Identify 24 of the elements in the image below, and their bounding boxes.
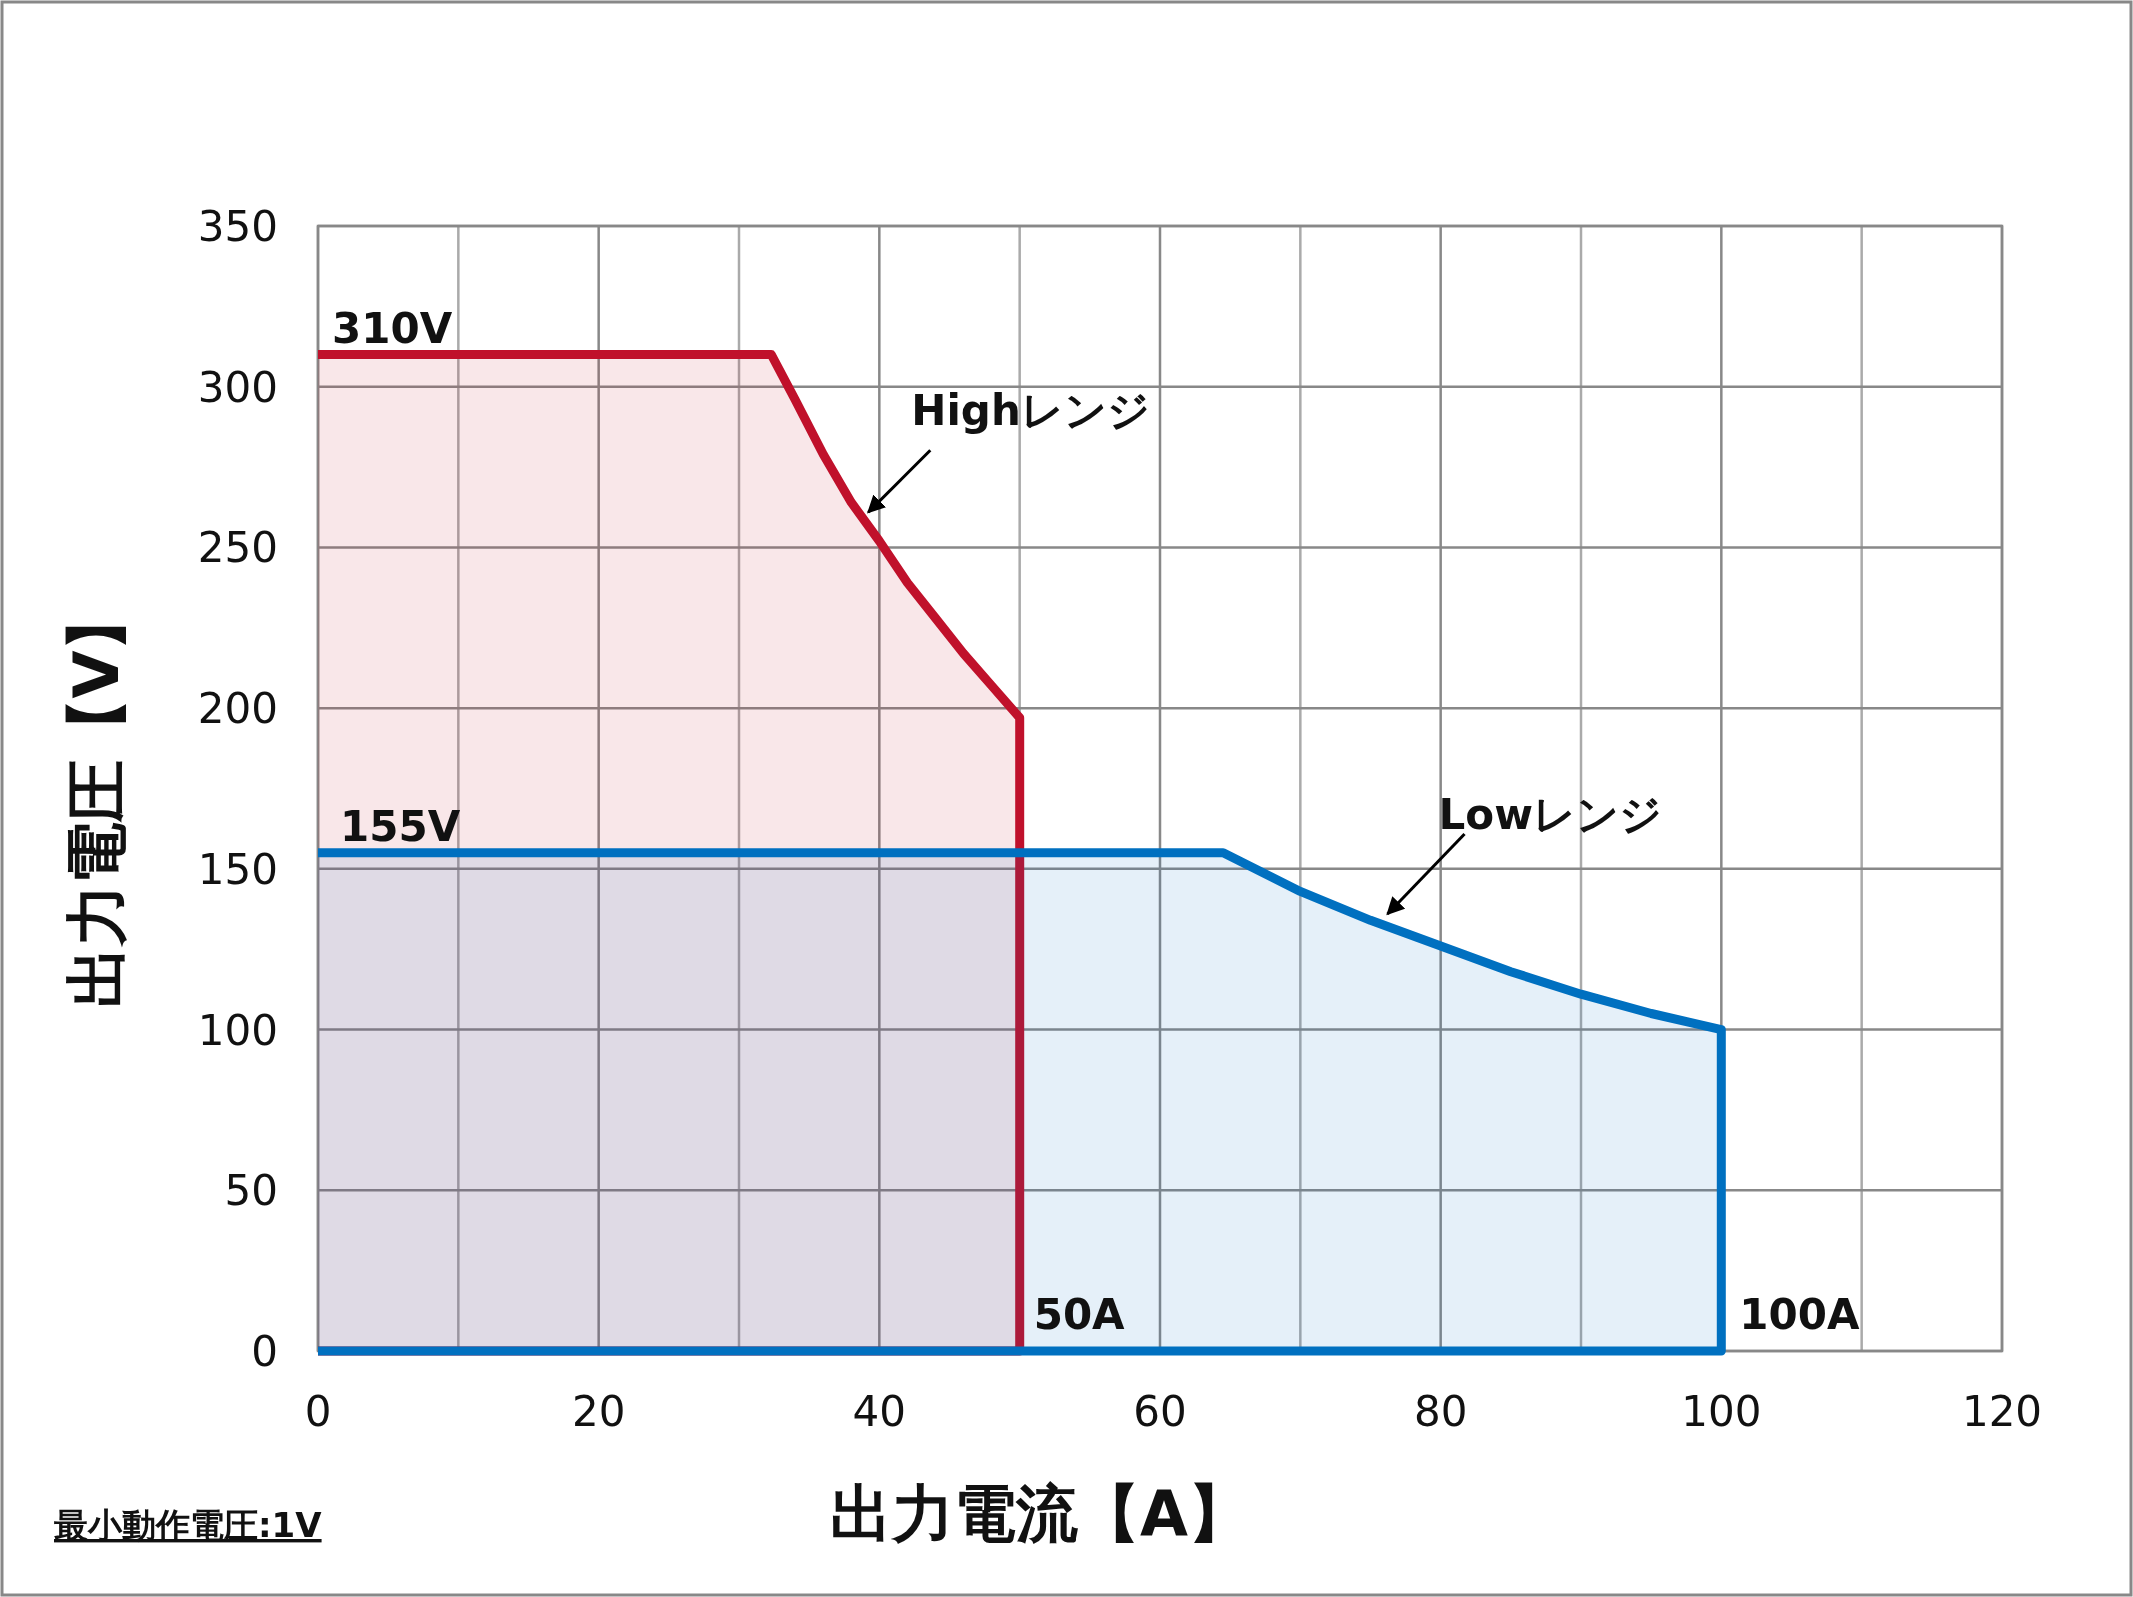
text: 最小動作電圧:1V xyxy=(54,1505,323,1545)
annotation: Lowレンジ xyxy=(1438,790,1662,840)
y-tick-label: 0 xyxy=(251,1327,278,1376)
x-tick-label: 0 xyxy=(304,1387,332,1436)
x-tick-label: 80 xyxy=(1413,1387,1468,1436)
y-tick-label: 350 xyxy=(197,202,278,251)
x-tick-label: 60 xyxy=(1133,1387,1187,1436)
y-axis-title: 出力電圧【V】 xyxy=(60,588,133,1009)
annotation: 155V xyxy=(340,801,461,851)
y-tick-label: 150 xyxy=(197,844,278,894)
annotation: Highレンジ xyxy=(911,386,1150,436)
y-tick-label: 50 xyxy=(224,1166,278,1216)
annotation: 100A xyxy=(1739,1290,1860,1339)
y-tick-label: 300 xyxy=(197,362,278,412)
x-axis-title: 出力電流【A】 xyxy=(830,1477,1250,1550)
x-tick-label: 40 xyxy=(852,1387,907,1436)
y-tick-label: 200 xyxy=(197,684,278,734)
annotation: 310V xyxy=(332,303,453,353)
annotation: 50A xyxy=(1033,1290,1126,1339)
x-tick-label: 20 xyxy=(571,1387,626,1436)
x-tick-label: 100 xyxy=(1681,1387,1762,1436)
y-tick-label: 250 xyxy=(197,523,278,573)
y-tick-label: 100 xyxy=(197,1005,278,1055)
x-tick-label: 120 xyxy=(1961,1387,2043,1436)
